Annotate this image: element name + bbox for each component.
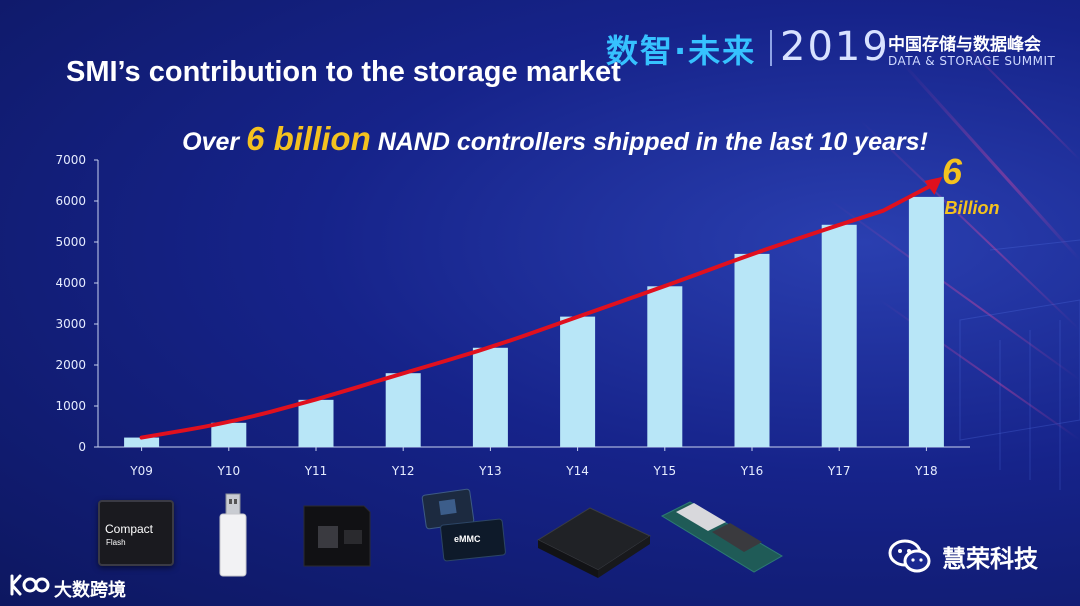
y-tick-label: 2000 [55,358,86,372]
headline-number: 6 billion [246,120,371,157]
bar [472,347,508,447]
event-name-en: DATA & STORAGE SUMMIT [888,54,1056,68]
bar [124,437,160,447]
watermark-text: 慧荣科技 [942,545,1038,573]
y-tick-label: 7000 [55,153,86,167]
x-tick-label: Y14 [565,464,589,478]
trend-arrowhead [924,176,943,195]
y-tick-label: 3000 [55,317,86,331]
trend-line [139,182,935,440]
x-tick-label: Y13 [478,464,502,478]
bar [908,196,944,447]
y-tick-label: 6000 [55,194,86,208]
bar [211,422,247,447]
footer-logo: 大数跨境 [6,572,166,602]
bar [821,224,857,447]
event-name-cn: 中国存储与数据峰会 [888,35,1041,55]
bar [385,373,421,447]
bar [560,316,596,447]
x-tick-label: Y12 [391,464,415,478]
footer-brand-icon [10,574,50,596]
bar [647,286,683,447]
x-tick-label: Y10 [216,464,240,478]
headline: Over 6 billion NAND controllers shipped … [0,120,1080,158]
x-tick-label: Y11 [304,464,328,478]
event-mark-cn: 数智·未来 [606,32,757,70]
y-tick-label: 0 [78,440,86,454]
event-year: 2019 [780,24,890,70]
x-tick-label: Y18 [914,464,938,478]
y-tick-label: 5000 [55,235,86,249]
footer-text: 大数跨境 [54,580,126,601]
bar [734,253,770,447]
x-tick-label: Y17 [827,464,851,478]
event-logo: 数智·未来 2019 中国存储与数据峰会 DATA & STORAGE SUMM… [606,24,1066,74]
headline-post: NAND controllers shipped in the last 10 … [370,128,928,156]
annotation-number: 6 [942,151,963,192]
headline-pre: Over [182,128,247,156]
slide-title: SMI’s contribution to the storage market [66,56,621,88]
x-tick-label: Y09 [129,464,153,478]
wechat-icon [888,539,931,573]
y-tick-label: 4000 [55,276,86,290]
bar [298,399,334,447]
wechat-watermark: 慧荣科技 [886,536,1066,576]
x-tick-label: Y15 [652,464,676,478]
x-tick-label: Y16 [740,464,764,478]
y-tick-label: 1000 [55,399,86,413]
event-logo-divider [770,30,772,66]
annotation-unit: Billion [945,198,1000,218]
